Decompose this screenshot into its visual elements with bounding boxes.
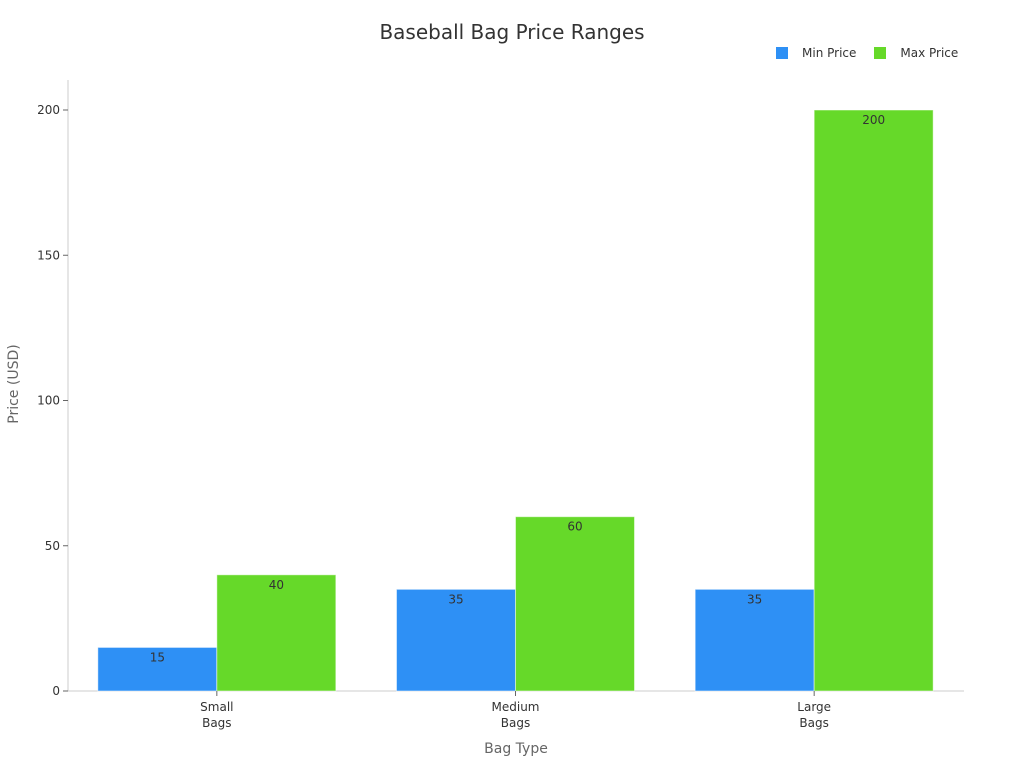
bar-value-label: 35	[747, 592, 762, 606]
y-tick-label: 200	[37, 103, 60, 117]
legend: Min Price Max Price	[776, 46, 976, 60]
y-tick-label: 100	[37, 394, 60, 408]
y-axis-label: Price (USD)	[6, 344, 22, 424]
bar-max-price[interactable]	[515, 516, 635, 692]
chart-title: Baseball Bag Price Ranges	[379, 20, 645, 44]
y-tick-label: 50	[45, 539, 60, 553]
bar-value-label: 15	[150, 650, 165, 664]
x-tick-label: Large	[797, 700, 831, 714]
bar-min-price[interactable]	[396, 588, 516, 692]
bar-value-label: 60	[567, 520, 582, 534]
bar-max-price[interactable]	[216, 574, 337, 692]
bar-value-label: 35	[448, 592, 463, 606]
y-tick-label: 150	[37, 248, 60, 262]
legend-item-min-price[interactable]: Min Price	[776, 46, 856, 60]
x-tick-label: Small	[200, 700, 233, 714]
x-tick-label: Bags	[501, 716, 530, 730]
legend-item-max-price[interactable]: Max Price	[874, 46, 958, 60]
legend-swatch-min-price-icon	[776, 47, 788, 59]
x-tick-label: Medium	[492, 700, 540, 714]
bar-min-price[interactable]	[694, 588, 815, 692]
x-axis-label: Bag Type	[484, 741, 548, 757]
bar-value-label: 200	[862, 113, 885, 127]
legend-label-min-price: Min Price	[802, 46, 857, 60]
bar-value-label: 40	[269, 578, 284, 592]
x-tick-label: Bags	[202, 716, 231, 730]
legend-swatch-max-price-icon	[874, 47, 887, 59]
legend-label-max-price: Max Price	[900, 46, 959, 60]
y-tick-label: 0	[52, 684, 60, 698]
x-tick-label: Bags	[799, 716, 828, 730]
bar-max-price[interactable]	[813, 109, 934, 692]
